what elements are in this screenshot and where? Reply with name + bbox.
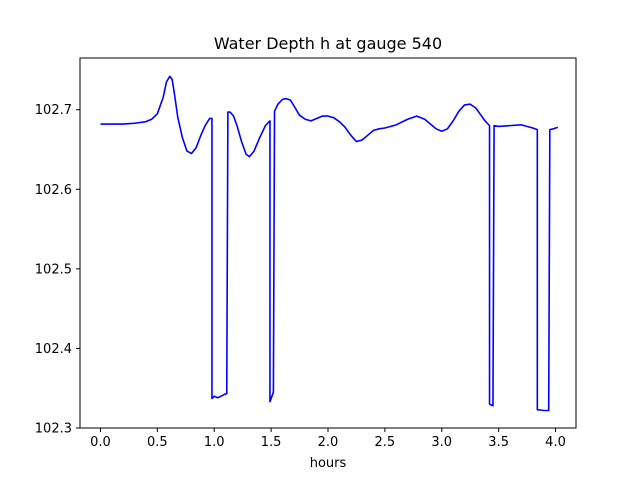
y-axis: 102.3 102.4 102.5 102.6 102.7 — [35, 103, 80, 437]
chart-title: Water Depth h at gauge 540 — [214, 34, 442, 53]
x-tick-label: 3.5 — [488, 435, 509, 450]
y-tick-label: 102.6 — [35, 183, 72, 198]
plot-area — [100, 75, 559, 412]
series-line-0 — [100, 75, 559, 412]
x-tick-label: 1.0 — [204, 435, 225, 450]
x-tick-label: 2.0 — [318, 435, 339, 450]
x-tick-label: 2.5 — [375, 435, 396, 450]
y-tick-label: 102.4 — [35, 342, 72, 357]
x-tick-label: 0.5 — [147, 435, 168, 450]
y-tick-label: 102.5 — [35, 262, 72, 277]
x-tick-label: 0.0 — [90, 435, 111, 450]
y-tick-label: 102.7 — [35, 103, 72, 118]
x-tick-label: 1.5 — [261, 435, 282, 450]
x-tick-label: 4.0 — [545, 435, 566, 450]
x-tick-label: 3.0 — [431, 435, 452, 450]
x-axis-label: hours — [310, 456, 347, 471]
x-axis: 0.0 0.5 1.0 1.5 2.0 2.5 3.0 3.5 4.0 — [90, 428, 566, 450]
y-tick-label: 102.3 — [35, 422, 72, 437]
